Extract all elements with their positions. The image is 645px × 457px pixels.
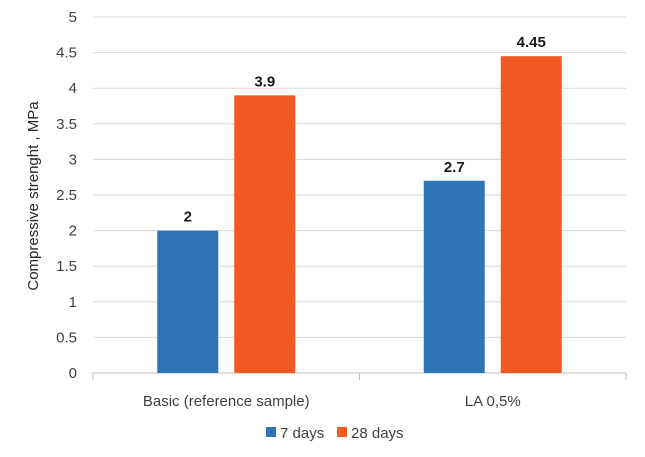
y-axis-label: Compressive strenght , MPa: [25, 101, 42, 291]
bar-7-days-1: [423, 180, 485, 373]
data-label: 3.9: [254, 73, 275, 90]
x-axis: Basic (reference sample) LA 0,5%: [92, 372, 627, 410]
bar-7-days-0: [157, 230, 219, 373]
bar-28-days-0: [234, 95, 296, 373]
y-tick-label: 3: [69, 151, 77, 168]
legend-entry: 7 days: [280, 425, 324, 442]
legend: 7 days 28 days: [266, 425, 404, 442]
bars: [157, 56, 562, 373]
data-labels: 2 3.9 2.7 4.45: [184, 34, 546, 225]
y-tick-label: 3.5: [56, 116, 77, 133]
y-tick-label: 5: [69, 9, 77, 26]
y-axis: 0 0.5 1 1.5 2 2.5 3 3.5 4 4.5 5: [56, 9, 77, 382]
y-tick-label: 4: [69, 80, 77, 97]
data-label: 4.45: [517, 34, 546, 51]
data-label: 2.7: [444, 159, 465, 176]
legend-entry: 28 days: [351, 425, 404, 442]
y-tick-label: 1: [69, 294, 77, 311]
y-tick-label: 1.5: [56, 258, 77, 275]
legend-swatch: [337, 427, 347, 437]
y-tick-label: 2: [69, 223, 77, 240]
legend-swatch: [266, 427, 276, 437]
bar-28-days-1: [500, 56, 562, 373]
x-category-label: Basic (reference sample): [143, 393, 310, 410]
y-tick-label: 4.5: [56, 45, 77, 62]
y-tick-label: 2.5: [56, 187, 77, 204]
x-category-label: LA 0,5%: [465, 393, 521, 410]
y-tick-label: 0: [69, 365, 77, 382]
y-tick-label: 0.5: [56, 329, 77, 346]
data-label: 2: [184, 209, 192, 226]
